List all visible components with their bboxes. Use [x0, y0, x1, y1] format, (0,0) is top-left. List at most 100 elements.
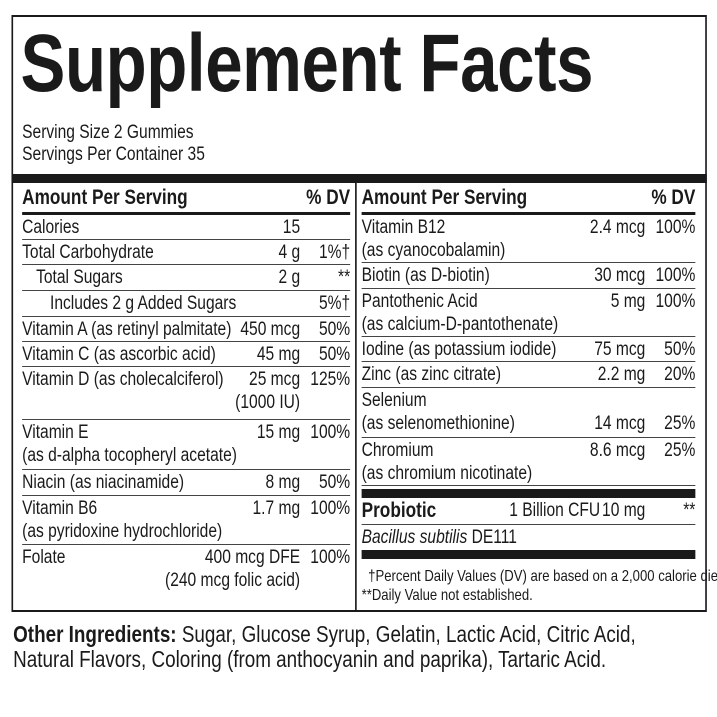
- nutrient-dv: 50%: [318, 472, 351, 493]
- nutrient-row: Calories 15: [22, 215, 351, 240]
- nutrient-row: Chromium (as chromium nicotinate) 8.6 mcg 2…: [361, 438, 696, 486]
- nutrient-row: Selenium (as selenomethionine) 14 mcg 25%: [361, 388, 696, 438]
- nutrient-row: Vitamin D (as cholecalciferol) 25 mcg (100…: [22, 367, 351, 420]
- dv-heading: % DV: [306, 185, 351, 209]
- nutrient-dv: 100%: [655, 217, 696, 238]
- nutrient-dv: 1%†: [318, 242, 351, 263]
- nutrient-source: (as selenomethionine): [361, 413, 515, 434]
- column-divider: [355, 183, 357, 612]
- nutrient-name: Total Sugars: [36, 267, 123, 288]
- probiotic-dv: **: [683, 500, 696, 521]
- nutrient-name: Pantothenic Acid: [361, 291, 478, 312]
- nutrient-row: Vitamin B12 (as cyanocobalamin) 2.4 mcg 100…: [361, 215, 696, 263]
- nutrient-name: Vitamin B12: [361, 217, 446, 238]
- nutrient-source: (as cyanocobalamin): [361, 240, 506, 261]
- other-ingredients-label: Other Ingredients:: [13, 621, 177, 647]
- nutrient-amount: 30 mcg: [594, 265, 646, 286]
- strain-id: DE111: [471, 527, 517, 548]
- nutrient-row: Iodine (as potassium iodide) 75 mcg 50%: [361, 337, 696, 362]
- nutrient-dv: **: [338, 267, 351, 288]
- probiotic-row: Probiotic 1 Billion CFU 10 mg **: [361, 498, 696, 525]
- nutrient-dv: 100%: [655, 265, 696, 286]
- nutrient-amount: 450 mcg: [240, 319, 301, 340]
- nutrient-source: (as pyridoxine hydrochloride): [22, 521, 223, 542]
- footnote-dv: †Percent Daily Values (DV) are based on …: [368, 568, 717, 585]
- probiotic-amount: 10 mg: [602, 500, 646, 521]
- nutrient-amount: 15 mg: [256, 422, 301, 443]
- servings-per-container: Servings Per Container 35: [22, 144, 205, 165]
- nutrient-dv: 100%: [310, 498, 351, 519]
- nutrient-amount: 45 mg: [256, 344, 301, 365]
- nutrient-row: Vitamin E (as d-alpha tocopheryl acetate)…: [22, 420, 351, 470]
- other-ingredients: Other Ingredients: Sugar, Glucose Syrup,…: [13, 622, 636, 672]
- nutrient-name: Selenium: [361, 390, 427, 411]
- nutrient-amount: 2.2 mg: [597, 364, 646, 385]
- nutrient-name: Chromium: [361, 440, 434, 461]
- probiotic-count: 1 Billion CFU: [509, 500, 601, 521]
- nutrient-amount: 8.6 mcg: [589, 440, 646, 461]
- nutrient-name: Biotin (as D-biotin): [361, 265, 490, 286]
- nutrient-dv: 100%: [310, 422, 351, 443]
- nutrient-source: (as chromium nicotinate): [361, 463, 533, 484]
- nutrient-amount: 15: [282, 217, 301, 238]
- nutrient-dv: 125%: [310, 369, 351, 390]
- probiotic-label: Probiotic: [361, 499, 437, 522]
- strain-name: Bacillus subtilis: [361, 527, 468, 548]
- amount-per-serving-heading: Amount Per Serving: [22, 185, 188, 209]
- nutrient-name: Total Carbohydrate: [22, 242, 154, 263]
- nutrient-row: Biotin (as D-biotin) 30 mcg 100%: [361, 263, 696, 289]
- right-column: Amount Per Serving % DV Vitamin B12 (as c…: [361, 183, 696, 559]
- nutrient-row: Folate 400 mcg DFE (240 mcg folic acid) 100…: [22, 545, 350, 591]
- nutrient-dv: 25%: [664, 413, 696, 434]
- nutrient-dv: 20%: [664, 364, 696, 385]
- nutrient-dv: 5%†: [318, 293, 351, 314]
- nutrient-amount-alt: (1000 IU): [235, 392, 301, 413]
- nutrient-row: Total Carbohydrate 4 g 1%†: [22, 240, 351, 265]
- nutrient-name: Iodine (as potassium iodide): [361, 339, 557, 360]
- nutrient-name: Zinc (as zinc citrate): [361, 364, 502, 385]
- footnote-divider: [361, 550, 696, 559]
- nutrient-dv: 100%: [655, 291, 696, 312]
- left-header: Amount Per Serving % DV: [22, 183, 351, 215]
- nutrient-amount: 25 mcg: [249, 369, 301, 390]
- dv-heading: % DV: [651, 185, 696, 209]
- nutrient-name: Vitamin C (as ascorbic acid): [22, 344, 216, 365]
- nutrient-source: (as d-alpha tocopheryl acetate): [22, 445, 237, 466]
- nutrient-row: Vitamin A (as retinyl palmitate) 450 mcg 5…: [22, 317, 351, 342]
- other-ingredients-line2: Natural Flavors, Coloring (from anthocya…: [13, 646, 607, 672]
- nutrient-row: Vitamin C (as ascorbic acid) 45 mg 50%: [22, 342, 351, 367]
- nutrient-dv: 50%: [318, 344, 351, 365]
- nutrient-amount: 8 mg: [265, 472, 301, 493]
- footnote-not-established: **Daily Value not established.: [361, 587, 533, 604]
- nutrient-name: Vitamin B6: [22, 498, 98, 519]
- nutrient-row: Pantothenic Acid (as calcium-D-pantothena…: [361, 289, 696, 337]
- nutrient-name: Vitamin D (as cholecalciferol): [22, 369, 224, 390]
- nutrient-amount: 14 mcg: [594, 413, 646, 434]
- nutrient-amount: 1.7 mg: [252, 498, 301, 519]
- nutrient-amount: 5 mg: [610, 291, 646, 312]
- nutrient-dv: 25%: [664, 440, 696, 461]
- nutrient-row: Total Sugars 2 g **: [22, 265, 351, 291]
- facts-panel-border: [11, 15, 707, 612]
- nutrient-name: Vitamin A (as retinyl palmitate): [22, 319, 232, 340]
- nutrient-name: Niacin (as niacinamide): [22, 472, 185, 493]
- right-header: Amount Per Serving % DV: [361, 183, 696, 215]
- nutrient-name: Calories: [22, 217, 80, 238]
- nutrient-dv: 50%: [318, 319, 351, 340]
- nutrient-amount: 75 mcg: [594, 339, 646, 360]
- nutrient-row: Includes 2 g Added Sugars 5%†: [22, 291, 351, 317]
- nutrient-dv: 100%: [310, 547, 351, 568]
- left-column: Amount Per Serving % DV Calories 15 Total …: [22, 183, 351, 591]
- nutrient-row: Niacin (as niacinamide) 8 mg 50%: [22, 470, 351, 496]
- nutrient-dv: 50%: [664, 339, 696, 360]
- nutrient-name: Folate: [22, 547, 66, 568]
- other-ingredients-line1: Sugar, Glucose Syrup, Gelatin, Lactic Ac…: [181, 621, 636, 647]
- probiotic-strain-row: Bacillus subtilis DE111: [362, 525, 696, 550]
- nutrient-amount: 4 g: [278, 242, 301, 263]
- nutrient-source: (as calcium-D-pantothenate): [361, 314, 559, 335]
- nutrient-row: Zinc (as zinc citrate) 2.2 mg 20%: [361, 362, 696, 388]
- nutrient-name: Vitamin E: [22, 422, 89, 443]
- nutrient-name: Includes 2 g Added Sugars: [50, 293, 237, 314]
- panel-title: Supplement Facts: [20, 18, 594, 109]
